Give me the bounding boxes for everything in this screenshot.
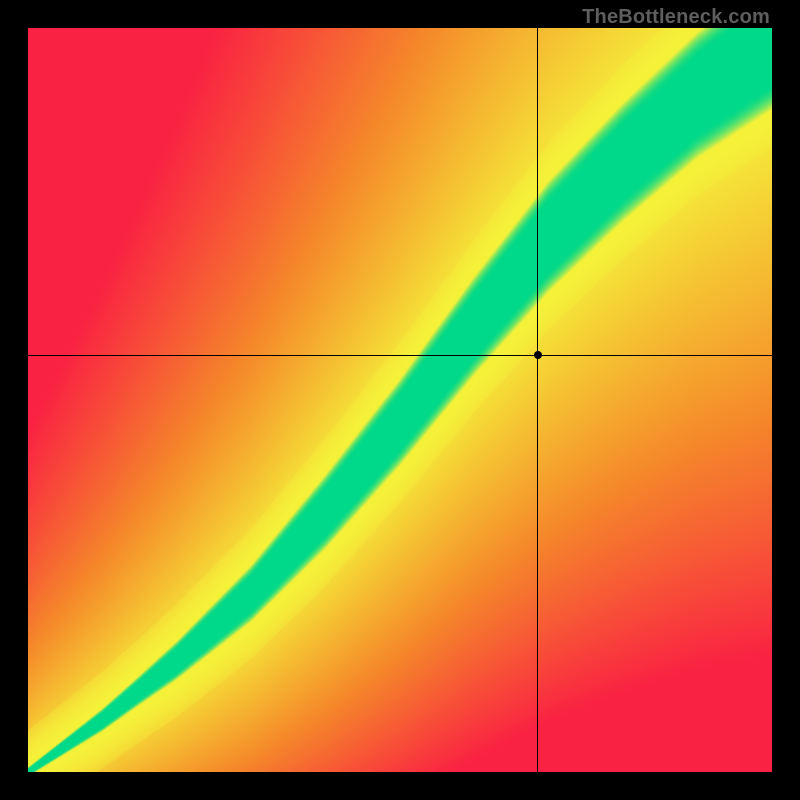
heatmap-canvas: [28, 28, 772, 772]
crosshair-marker: [534, 351, 542, 359]
watermark-text: TheBottleneck.com: [582, 6, 770, 29]
heatmap-plot: [28, 28, 772, 772]
crosshair-vertical: [537, 28, 538, 772]
crosshair-horizontal: [28, 355, 772, 356]
chart-frame: TheBottleneck.com: [0, 0, 800, 800]
